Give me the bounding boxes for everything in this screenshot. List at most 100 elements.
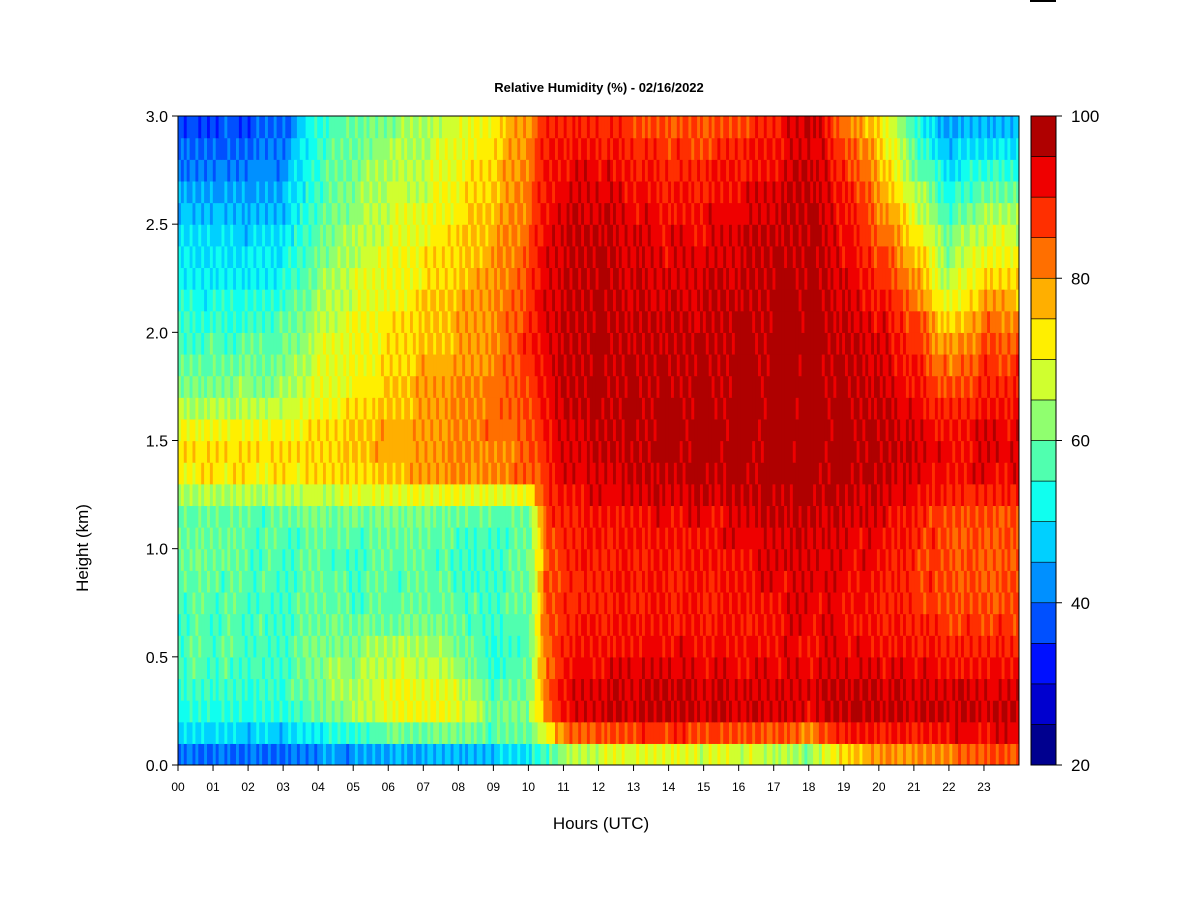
heat-cell: [955, 548, 959, 571]
heat-cell: [192, 591, 196, 615]
heat-cell: [830, 548, 834, 571]
heat-cell: [360, 505, 365, 528]
heat-cell: [653, 591, 658, 615]
heat-cell: [972, 613, 977, 636]
heat-cell: [607, 548, 611, 571]
heat-cell: [360, 527, 365, 550]
heat-cell: [978, 700, 982, 723]
heat-cell: [992, 505, 997, 528]
heat-cell: [842, 418, 846, 442]
heat-cell: [511, 483, 515, 506]
heat-cell: [810, 462, 814, 485]
heat-cell: [940, 613, 945, 636]
heat-cell: [1007, 527, 1011, 550]
heat-cell: [180, 397, 185, 420]
heat-cell: [746, 678, 750, 701]
heat-cell: [639, 700, 643, 723]
heat-cell: [378, 613, 382, 636]
heat-cell: [497, 548, 501, 571]
heat-cell: [244, 548, 249, 571]
heat-cell: [636, 570, 640, 593]
heat-cell: [807, 591, 811, 615]
heat-cell: [824, 635, 829, 658]
heat-cell: [526, 440, 530, 463]
heat-cell: [526, 397, 530, 420]
heat-cell: [314, 548, 318, 571]
heat-cell: [337, 570, 341, 593]
heat-cell: [917, 656, 921, 680]
heat-cell: [987, 635, 991, 658]
heat-cell: [601, 591, 605, 615]
heat-cell: [328, 570, 333, 593]
heat-cell: [273, 483, 278, 506]
heat-cell: [911, 397, 916, 420]
heat-cell: [241, 613, 246, 636]
heat-cell: [636, 505, 640, 528]
heat-cell: [267, 527, 272, 550]
heat-cell: [760, 635, 765, 658]
heat-cell: [845, 397, 849, 420]
heat-cell: [749, 397, 753, 420]
heat-cell: [372, 570, 376, 593]
heat-cell: [717, 440, 721, 463]
heat-cell: [462, 570, 466, 593]
heat-cell: [845, 635, 849, 658]
heat-cell: [691, 570, 695, 593]
heat-cell: [459, 700, 463, 723]
heat-cell: [804, 635, 808, 658]
heat-cell: [963, 635, 968, 658]
heat-cell: [1010, 548, 1014, 571]
heat-cell: [859, 613, 863, 636]
heat-cell: [557, 613, 562, 636]
heat-cell: [560, 656, 565, 680]
heat-cell: [302, 440, 307, 463]
heat-cell: [218, 656, 223, 680]
heat-cell: [204, 418, 208, 442]
heat-cell: [827, 635, 832, 658]
heat-cell: [505, 721, 510, 744]
heat-cell: [885, 440, 890, 463]
heat-cell: [923, 700, 927, 723]
heat-cell: [760, 678, 765, 701]
heat-cell: [914, 397, 919, 420]
heat-cell: [859, 418, 863, 442]
heat-cell: [360, 375, 365, 398]
heat-cell: [192, 613, 196, 636]
heat-cell: [662, 700, 666, 723]
heat-cell: [511, 548, 515, 571]
heat-cell: [789, 440, 794, 463]
heat-cell: [178, 440, 182, 463]
heat-cell: [476, 462, 481, 485]
heat-cell: [256, 613, 260, 636]
heat-cell: [992, 418, 997, 442]
heat-cell: [1016, 462, 1019, 485]
heat-cell: [398, 527, 402, 550]
heat-cell: [381, 418, 385, 442]
heat-cell: [795, 656, 800, 680]
heat-cell: [787, 548, 791, 571]
heat-cell: [882, 656, 887, 680]
heat-cell: [352, 656, 356, 680]
heat-cell: [636, 483, 640, 506]
heat-cell: [349, 656, 353, 680]
heat-cell: [183, 635, 188, 658]
heat-cell: [401, 397, 405, 420]
heat-cell: [317, 548, 321, 571]
heat-cell: [288, 397, 292, 420]
heat-cell: [673, 743, 678, 765]
heat-cell: [485, 440, 489, 463]
heat-cell: [334, 570, 339, 593]
heat-cell: [801, 613, 805, 636]
heat-cell: [430, 591, 434, 615]
heat-cell: [1001, 743, 1006, 765]
heat-cell: [1013, 397, 1017, 420]
heat-cell: [523, 418, 527, 442]
heat-cell: [180, 700, 185, 723]
heat-cell: [1016, 505, 1019, 528]
heat-cell: [708, 397, 713, 420]
heat-cell: [575, 397, 579, 420]
heat-cell: [526, 743, 530, 765]
heat-cell: [792, 570, 797, 593]
heat-cell: [323, 483, 327, 506]
heat-cell: [888, 591, 892, 615]
